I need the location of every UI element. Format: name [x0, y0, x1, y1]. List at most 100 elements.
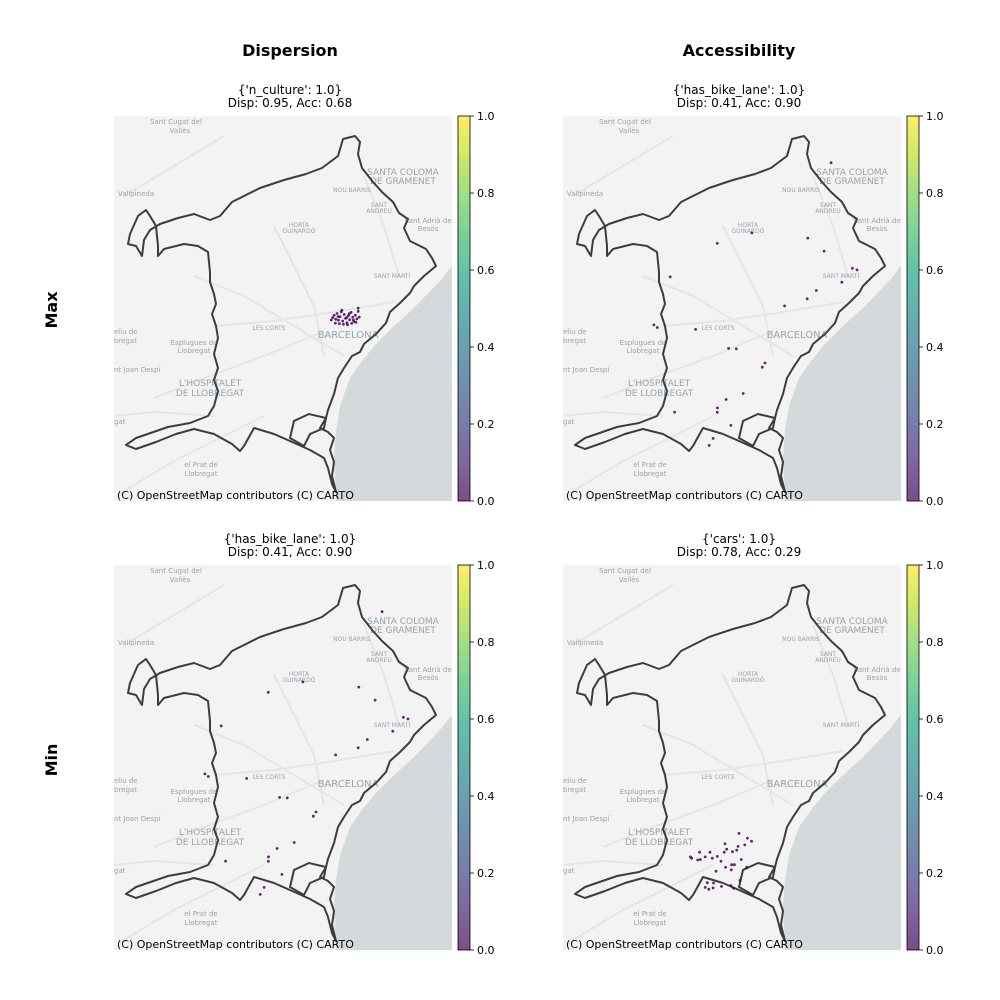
location-point[interactable]: [708, 850, 712, 854]
location-point[interactable]: [729, 884, 733, 887]
location-point[interactable]: [356, 306, 360, 310]
location-point[interactable]: [262, 886, 266, 889]
location-point[interactable]: [352, 318, 355, 322]
location-point[interactable]: [750, 839, 753, 843]
location-point[interactable]: [346, 323, 349, 327]
location-point[interactable]: [731, 850, 734, 854]
location-point[interactable]: [342, 313, 346, 316]
location-point[interactable]: [724, 865, 727, 869]
location-point[interactable]: [720, 885, 723, 888]
location-point[interactable]: [730, 863, 734, 867]
location-point[interactable]: [380, 610, 384, 614]
location-point[interactable]: [822, 249, 826, 253]
location-point[interactable]: [737, 832, 741, 835]
location-point[interactable]: [341, 319, 345, 323]
location-point[interactable]: [280, 873, 284, 876]
location-point[interactable]: [715, 241, 719, 245]
location-point[interactable]: [729, 424, 733, 427]
location-point[interactable]: [301, 680, 305, 684]
location-point[interactable]: [729, 868, 733, 872]
location-point[interactable]: [736, 845, 740, 848]
location-point[interactable]: [278, 796, 281, 799]
location-point[interactable]: [814, 289, 818, 292]
location-point[interactable]: [354, 320, 358, 324]
location-point[interactable]: [356, 746, 360, 750]
location-point[interactable]: [285, 796, 289, 800]
location-point[interactable]: [348, 318, 352, 322]
location-point[interactable]: [267, 855, 270, 859]
location-point[interactable]: [851, 266, 854, 270]
location-point[interactable]: [332, 313, 336, 317]
location-point[interactable]: [219, 724, 223, 728]
location-point[interactable]: [402, 715, 405, 719]
location-point[interactable]: [707, 887, 711, 891]
location-point[interactable]: [391, 729, 395, 733]
location-point[interactable]: [750, 231, 754, 235]
location-point[interactable]: [329, 318, 333, 322]
location-point[interactable]: [355, 317, 359, 321]
location-point[interactable]: [746, 836, 749, 840]
location-point[interactable]: [334, 317, 338, 321]
location-point[interactable]: [707, 444, 711, 447]
location-point[interactable]: [350, 322, 354, 325]
location-point[interactable]: [711, 437, 715, 440]
location-point[interactable]: [722, 850, 726, 854]
location-point[interactable]: [698, 850, 701, 854]
location-point[interactable]: [406, 717, 410, 721]
location-point[interactable]: [245, 777, 249, 780]
location-point[interactable]: [292, 841, 296, 844]
location-point[interactable]: [206, 775, 210, 778]
location-point[interactable]: [275, 847, 279, 850]
location-point[interactable]: [266, 859, 270, 863]
location-point[interactable]: [727, 347, 730, 350]
location-point[interactable]: [711, 886, 715, 890]
location-point[interactable]: [357, 685, 361, 689]
location-point[interactable]: [743, 843, 747, 847]
location-point[interactable]: [733, 863, 736, 867]
location-point[interactable]: [725, 847, 729, 851]
location-point[interactable]: [334, 321, 337, 325]
location-point[interactable]: [338, 322, 341, 325]
location-point[interactable]: [331, 316, 335, 319]
location-point[interactable]: [783, 304, 786, 308]
location-point[interactable]: [741, 392, 745, 395]
location-point[interactable]: [334, 753, 337, 757]
location-point[interactable]: [357, 315, 361, 319]
location-point[interactable]: [356, 310, 360, 313]
location-point[interactable]: [703, 855, 707, 859]
location-point[interactable]: [719, 859, 723, 863]
location-point[interactable]: [673, 410, 676, 414]
location-point[interactable]: [734, 347, 738, 351]
location-point[interactable]: [266, 690, 270, 694]
location-point[interactable]: [739, 858, 743, 861]
location-point[interactable]: [342, 322, 345, 326]
location-point[interactable]: [723, 842, 727, 846]
location-point[interactable]: [373, 698, 377, 702]
location-point[interactable]: [652, 323, 656, 327]
location-point[interactable]: [735, 848, 739, 852]
location-point[interactable]: [699, 858, 702, 861]
location-point[interactable]: [715, 855, 719, 858]
location-point[interactable]: [840, 280, 844, 284]
location-point[interactable]: [353, 313, 357, 317]
location-point[interactable]: [337, 318, 340, 322]
location-point[interactable]: [668, 275, 672, 279]
location-point[interactable]: [224, 859, 227, 863]
location-point[interactable]: [345, 316, 349, 319]
location-point[interactable]: [760, 365, 764, 369]
location-point[interactable]: [732, 886, 735, 890]
location-point[interactable]: [655, 326, 659, 329]
location-point[interactable]: [806, 236, 810, 240]
location-point[interactable]: [714, 869, 718, 873]
location-point[interactable]: [705, 881, 709, 885]
location-point[interactable]: [203, 772, 207, 776]
location-point[interactable]: [805, 297, 809, 301]
location-point[interactable]: [689, 855, 692, 859]
location-point[interactable]: [715, 410, 719, 414]
location-point[interactable]: [336, 315, 340, 318]
location-point[interactable]: [745, 865, 749, 869]
location-point[interactable]: [347, 312, 351, 316]
location-point[interactable]: [311, 814, 315, 818]
